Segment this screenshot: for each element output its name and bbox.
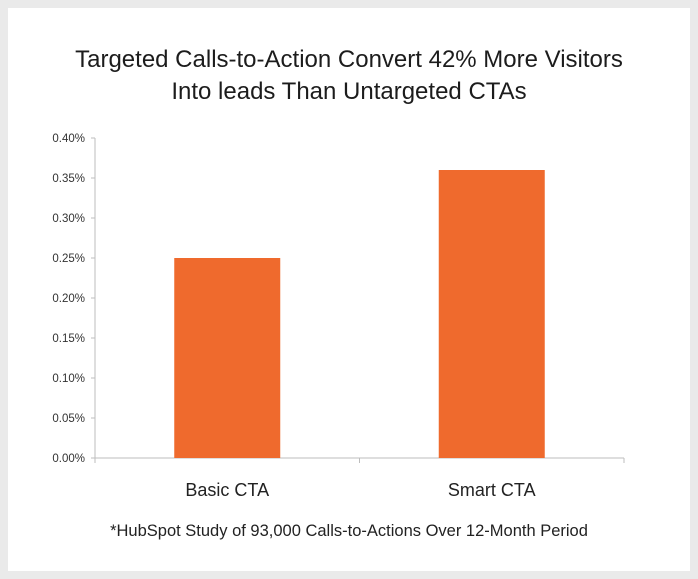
y-tick-label: 0.20%: [52, 293, 85, 305]
bar-smart-cta: [438, 170, 545, 458]
bar-basic-cta: [174, 258, 281, 458]
y-tick-label: 0.30%: [52, 213, 85, 225]
y-tick-label: 0.25%: [52, 253, 85, 265]
y-tick-label: 0.15%: [52, 333, 85, 345]
y-tick-label: 0.05%: [52, 413, 85, 425]
y-tick-label: 0.00%: [52, 453, 85, 465]
chart-title-line-1: Targeted Calls-to-Action Convert 42% Mor…: [75, 46, 623, 73]
chart-card: [8, 8, 690, 571]
y-tick-label: 0.10%: [52, 373, 85, 385]
x-category-label: Basic CTA: [185, 480, 269, 500]
chart-footnote: *HubSpot Study of 93,000 Calls-to-Action…: [110, 522, 588, 540]
chart-title-line-2: Into leads Than Untargeted CTAs: [171, 78, 527, 105]
y-tick-label: 0.40%: [52, 133, 85, 145]
x-category-label: Smart CTA: [448, 480, 536, 500]
y-tick-label: 0.35%: [52, 173, 85, 185]
